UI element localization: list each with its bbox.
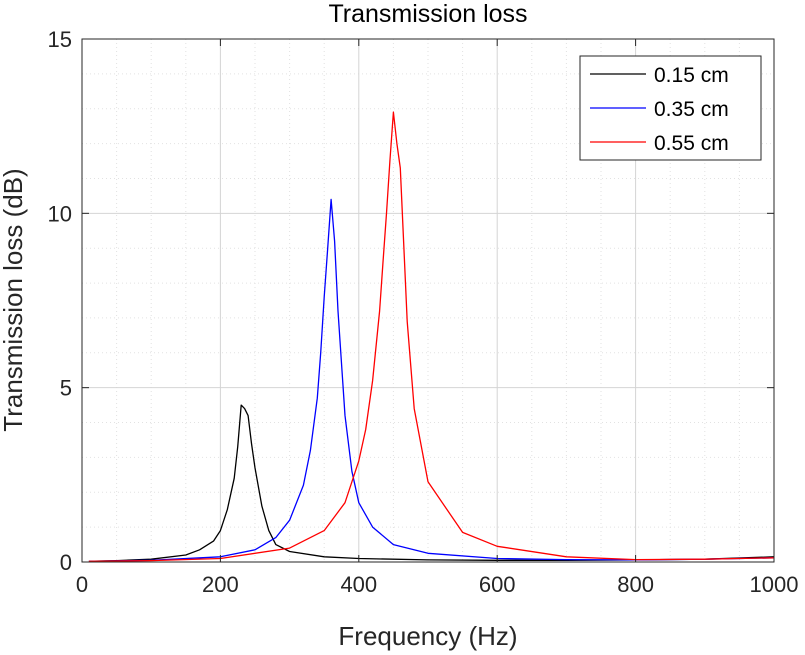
series-line-1 (88, 404, 775, 562)
x-tick-label: 0 (76, 572, 88, 597)
x-tick-label: 400 (340, 572, 377, 597)
series-layer (88, 111, 775, 562)
y-tick-label: 0 (60, 550, 72, 575)
x-tick-label: 600 (479, 572, 516, 597)
y-tick-label: 5 (60, 376, 72, 401)
y-tick-label: 15 (48, 27, 72, 52)
legend-label-1: 0.15 cm (654, 64, 729, 87)
y-axis-title: Transmission loss (dB) (0, 168, 28, 431)
x-tick-label: 800 (617, 572, 654, 597)
tick-labels: 0 200 400 600 800 1000 0 5 10 15 (48, 27, 799, 597)
legend: 0.15 cm 0.35 cm 0.55 cm (579, 55, 762, 161)
x-tick-label: 200 (202, 572, 239, 597)
x-axis-title: Frequency (Hz) (338, 621, 517, 651)
series-line-2 (88, 198, 775, 562)
axis-ticks (81, 38, 775, 563)
x-tick-label: 1000 (750, 572, 799, 597)
plot-frame (81, 38, 775, 563)
y-tick-label: 10 (48, 201, 72, 226)
chart-title: Transmission loss (328, 0, 527, 28)
series-line-3 (88, 111, 775, 562)
legend-label-2: 0.35 cm (654, 98, 729, 121)
legend-label-3: 0.55 cm (654, 132, 729, 155)
